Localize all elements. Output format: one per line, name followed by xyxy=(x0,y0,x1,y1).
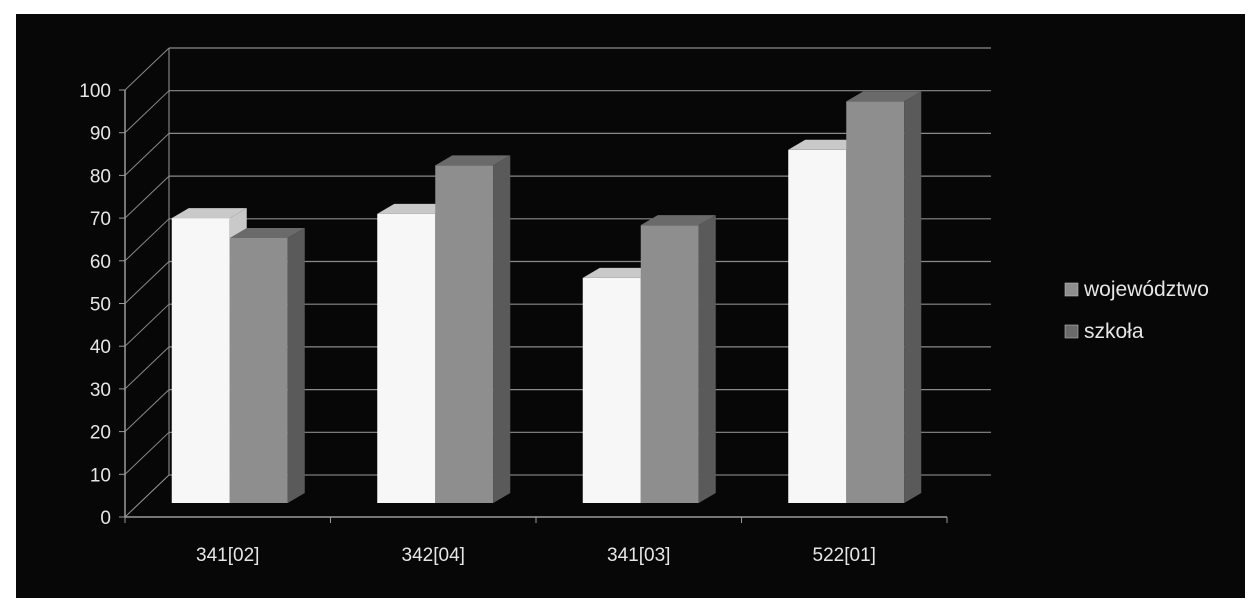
bar-szkola-front xyxy=(640,225,699,503)
gridline-side xyxy=(124,218,170,262)
x-tick-label: 341[03] xyxy=(607,545,670,566)
gridline-side xyxy=(124,303,170,347)
bar-wojewodztwo-front xyxy=(377,213,436,503)
legend: województwo szkoła xyxy=(1064,278,1209,343)
gridline-side xyxy=(124,90,170,134)
gridline-side xyxy=(124,431,170,475)
y-tick-label: 30 xyxy=(90,380,111,401)
bar-top xyxy=(171,208,247,219)
bar-top xyxy=(846,91,922,102)
y-tick-label: 40 xyxy=(90,337,111,358)
bar-wojewodztwo-front xyxy=(171,218,230,503)
bar-top xyxy=(435,155,511,166)
bar-szkola-front xyxy=(229,237,288,504)
legend-swatch xyxy=(1064,324,1079,339)
x-tick-label: 342[04] xyxy=(402,545,465,566)
gridline-side xyxy=(124,133,170,176)
y-tick-label: 10 xyxy=(90,465,111,486)
chart-frame: 0 10 20 30 40 50 60 70 80 90 100 341[02] 342[04] 341[… xyxy=(16,14,1245,598)
x-tick-label: 522[01] xyxy=(813,545,876,566)
bar-side xyxy=(287,227,305,504)
bar-top xyxy=(229,227,305,238)
gridline-side xyxy=(124,346,170,390)
legend-label: szkoła xyxy=(1084,320,1144,343)
bar-top xyxy=(640,215,716,226)
bar-side xyxy=(904,91,922,503)
gridline-side xyxy=(124,389,170,432)
floor-left-edge xyxy=(124,474,170,518)
bar-top xyxy=(377,203,453,214)
bar-wojewodztwo-front xyxy=(582,277,641,503)
y-tick-label: 0 xyxy=(100,508,111,529)
bar-top xyxy=(788,139,864,150)
y-tick-label: 100 xyxy=(79,81,111,102)
y-tick-label: 80 xyxy=(90,166,111,187)
bar-top xyxy=(582,267,658,278)
bar-wojewodztwo-front xyxy=(788,149,847,503)
y-tick-label: 20 xyxy=(90,423,111,444)
bar-side xyxy=(493,155,511,503)
bar-side xyxy=(698,215,716,503)
bar-chart: 0 10 20 30 40 50 60 70 80 90 100 341[02] 342[04] 341[… xyxy=(79,47,1209,566)
axes: 0 10 20 30 40 50 60 70 80 90 100 341[02] 342[04] 341[… xyxy=(79,81,948,566)
y-tick-label: 50 xyxy=(90,295,111,316)
x-tick-label: 341[02] xyxy=(196,545,259,566)
gridline-side xyxy=(124,175,170,219)
bars xyxy=(171,91,922,504)
gridline-side xyxy=(124,261,170,304)
legend-label: województwo xyxy=(1083,278,1209,301)
y-tick-label: 60 xyxy=(90,252,111,273)
legend-swatch xyxy=(1064,282,1079,297)
y-tick-label: 90 xyxy=(90,124,111,145)
bar-szkola-front xyxy=(846,101,905,503)
gridline-side xyxy=(124,47,170,91)
y-tick-label: 70 xyxy=(90,209,111,230)
bar-szkola-front xyxy=(435,165,494,503)
